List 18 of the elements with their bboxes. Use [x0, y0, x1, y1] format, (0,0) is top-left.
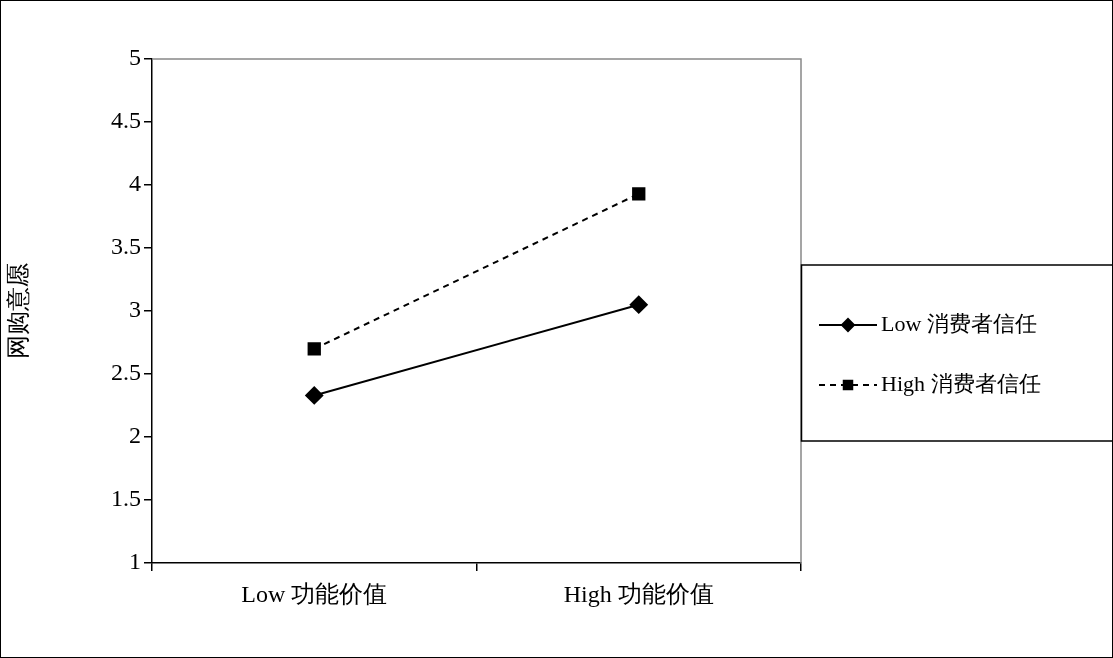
y-tick-label: 4.5 [111, 107, 141, 134]
y-tick-label: 3.5 [111, 233, 141, 260]
legend-label: High 消费者信任 [881, 370, 1041, 396]
point [629, 295, 648, 314]
point [305, 386, 324, 405]
y-tick-label: 1.5 [111, 485, 141, 512]
point [307, 342, 321, 356]
y-tick-label: 4 [129, 170, 141, 197]
y-axis-title: 网购意愿 [4, 263, 31, 359]
y-tick-label: 3 [129, 296, 141, 323]
y-tick-label: 2 [129, 422, 141, 449]
y-tick-label: 2.5 [111, 359, 141, 386]
x-tick-label: High 功能价值 [563, 580, 714, 607]
legend-label: Low 消费者信任 [881, 310, 1037, 336]
point [632, 187, 646, 201]
x-tick-label: Low 功能价值 [241, 580, 388, 607]
y-tick-label: 5 [129, 44, 141, 71]
y-tick-label: 1 [129, 548, 141, 575]
